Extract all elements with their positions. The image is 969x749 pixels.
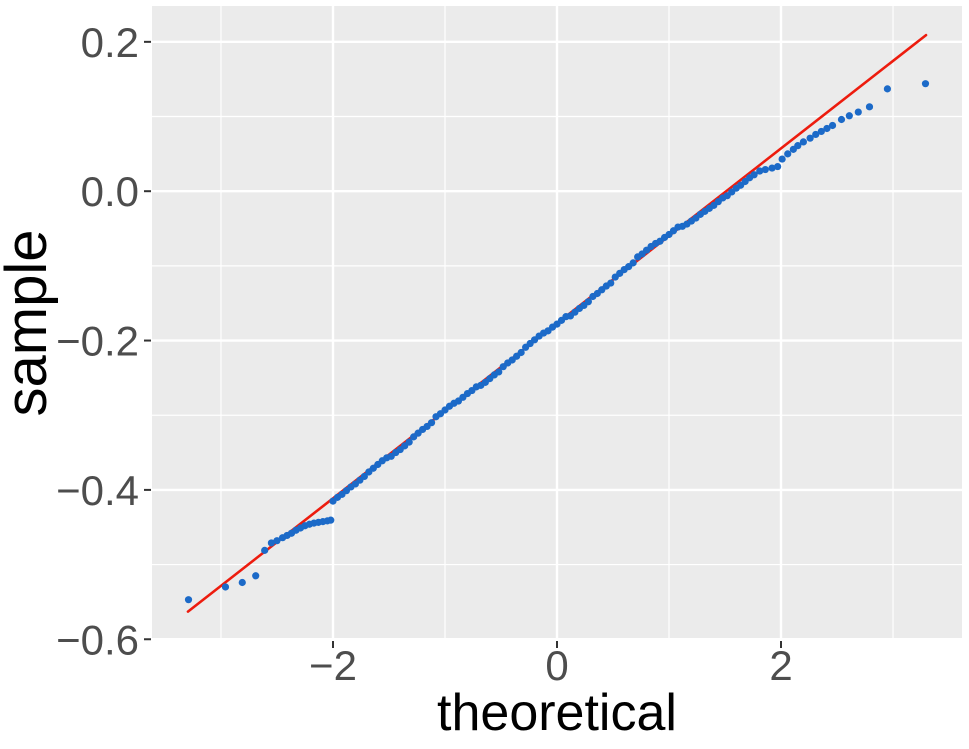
qq-point [756,167,764,175]
x-tick-label: 2 [769,642,792,689]
y-tick-label: −0.2 [56,318,139,365]
qq-point [495,368,503,376]
qq-point [806,134,814,142]
qq-point [837,115,846,124]
y-tick-label: 0.2 [81,19,139,66]
qq-point [845,112,853,120]
qq-point [750,171,758,179]
qq-point [238,578,246,587]
axis-tick-labels: −2 0 2 0.2 0.0 −0.2 −0.4 −0.6 [56,19,793,689]
qq-point [828,121,837,130]
qq-point [607,279,615,287]
qq-point [768,164,776,172]
qq-point [221,583,230,591]
qq-point [252,572,260,580]
qq-point [784,150,792,158]
y-tick-label: −0.6 [56,616,139,663]
qq-point [267,539,275,547]
y-axis-title: sample [0,230,59,417]
qq-point [405,438,413,446]
qq-point [761,165,769,174]
qq-point [774,162,782,171]
x-tick-label: 0 [545,642,568,689]
y-tick-label: 0.0 [81,168,139,215]
qq-point [184,596,193,604]
axis-tick-marks [144,40,783,648]
qq-point [517,348,525,357]
qq-point [261,546,269,554]
qq-point [360,472,368,481]
qq-point [778,155,786,163]
qq-point [327,516,335,524]
qq-point [823,124,831,133]
qq-point [817,127,825,136]
qq-point [629,259,637,267]
qq-point [799,138,808,146]
qq-point [794,142,802,150]
qq-point [584,298,592,306]
qq-point [921,80,930,88]
qq-point [883,85,892,93]
qq-point [427,419,436,427]
x-axis-title: theoretical [437,684,677,742]
qq-point [865,103,874,111]
y-tick-label: −0.4 [56,467,139,514]
qq-point [273,537,281,545]
qq-point [812,130,820,139]
x-tick-label: −2 [309,642,357,689]
qq-points-group [184,80,930,604]
qq-point [854,108,862,116]
